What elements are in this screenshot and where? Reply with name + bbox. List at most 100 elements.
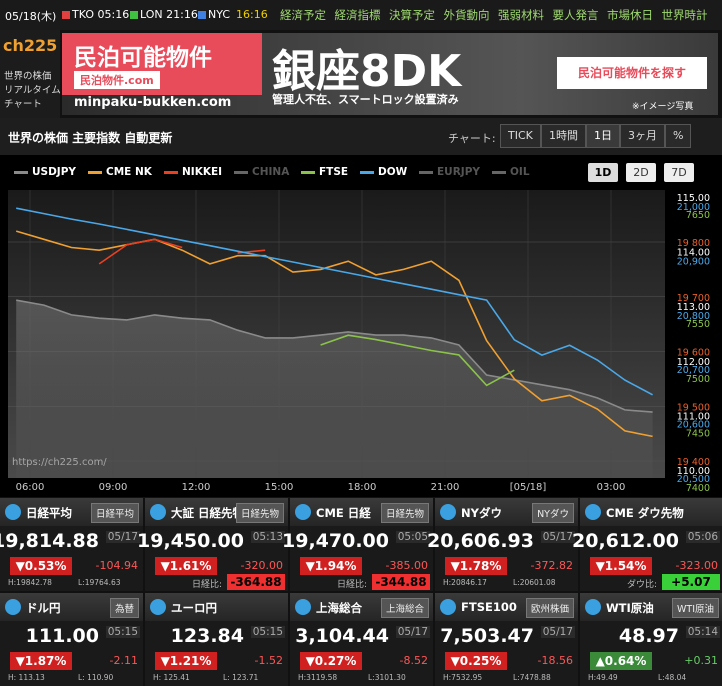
range-button[interactable]: 1日 <box>586 124 620 148</box>
tile-name: 大証 日経先物 <box>171 506 245 520</box>
menu-link[interactable]: 外貨動向 <box>443 8 490 22</box>
change: -104.94 <box>95 559 138 572</box>
legend-swatch <box>301 171 315 174</box>
tile-value: 20,612.00 <box>572 530 679 552</box>
chart-title: 世界の株価 主要指数 自動更新 <box>8 131 173 145</box>
change-pct: ▼1.54% <box>590 557 652 575</box>
ad-banner[interactable]: 民泊可能物件 民泊物件.com 銀座8DK 管理人不在、スマートロック設置済み minp… <box>62 33 718 115</box>
tile-name: CME 日経 <box>316 506 371 520</box>
tile-button[interactable]: 欧州株価 <box>525 598 574 618</box>
twitter-icon[interactable] <box>295 599 311 615</box>
tile-button[interactable]: 上海総合 <box>380 598 429 618</box>
tile-value: 19,814.88 <box>0 530 99 552</box>
low: L: 110.90 <box>78 673 114 682</box>
menu-link[interactable]: 決算予定 <box>389 8 435 22</box>
legend-swatch <box>164 171 178 174</box>
y-tick-label: 20,900 <box>677 256 710 267</box>
y-tick-label: 19 800 <box>677 238 710 249</box>
low: L:19764.63 <box>78 578 121 587</box>
menu-link[interactable]: 経済指標 <box>334 8 381 22</box>
tile-name: NYダウ <box>461 506 502 520</box>
quote-tile: NYダウ NYダウ 20,606.93 05/17 ▼1.78% -372.82 H:208… <box>427 498 578 591</box>
tile-time: 05:13 <box>250 531 285 543</box>
quote-tiles: 日経平均 日経平均 19,814.88 05/17 ▼0.53% -104.94 H:198… <box>0 497 722 686</box>
y-tick-label: 20,500 <box>677 474 710 485</box>
ad-button[interactable]: 民泊可能物件を探す <box>557 57 707 89</box>
tile-value: 19,450.00 <box>137 530 244 552</box>
legend-label[interactable]: CME NK <box>106 166 152 178</box>
y-tick-label: 19 500 <box>677 402 710 413</box>
x-tick-label: 12:00 <box>182 482 211 493</box>
change: -8.52 <box>399 654 428 667</box>
twitter-icon[interactable] <box>295 504 311 520</box>
legend-swatch <box>234 171 248 174</box>
logo[interactable]: ch225 世界の株価 リアルタイム チャート <box>0 30 61 118</box>
low: L:48.04 <box>658 673 687 682</box>
change-pct: ▼1.94% <box>300 557 362 575</box>
legend-label[interactable]: NIKKEI <box>182 166 223 178</box>
tile-button[interactable]: 為替 <box>109 598 139 618</box>
twitter-icon[interactable] <box>585 599 601 615</box>
y-tick-label: 7450 <box>686 428 710 439</box>
tile-button[interactable]: WTI原油 <box>672 598 719 618</box>
twitter-icon[interactable] <box>440 504 456 520</box>
range-button[interactable]: 1時間 <box>541 124 586 148</box>
clock-marker <box>198 11 206 19</box>
menu-link[interactable]: 世界時計 <box>661 8 708 22</box>
ad-sub: 管理人不在、スマートロック設置済み <box>272 93 459 106</box>
menu-link[interactable]: 要人発言 <box>552 8 599 22</box>
logo-tagline: 世界の株価 <box>4 71 52 82</box>
legend-label[interactable]: EURJPY <box>437 166 480 178</box>
ratio: -364.88 <box>227 574 285 590</box>
tile-button[interactable]: 日経平均 <box>90 503 139 523</box>
ad-big: 銀座8DK <box>272 46 462 97</box>
twitter-icon[interactable] <box>5 504 21 520</box>
tile-time: 05:15 <box>105 626 140 638</box>
tile-name: CME ダウ先物 <box>606 506 684 520</box>
twitter-icon[interactable] <box>150 504 166 520</box>
twitter-icon[interactable] <box>440 599 456 615</box>
y-tick-label: 111.00 <box>677 411 710 422</box>
menu-link[interactable]: 强弱材料 <box>498 8 544 22</box>
legend-label[interactable]: USDJPY <box>32 166 77 178</box>
high: H:20846.17 <box>443 578 487 587</box>
legend-label[interactable]: CHINA <box>252 166 290 178</box>
ad-badge: 民泊物件.com <box>74 71 160 89</box>
range-button[interactable]: TICK <box>500 124 541 148</box>
change-pct: ▼1.61% <box>155 557 217 575</box>
menu-link[interactable]: 市場休日 <box>607 8 653 22</box>
twitter-icon[interactable] <box>585 504 601 520</box>
high: H:49.49 <box>588 673 618 682</box>
high: H:7532.95 <box>443 673 483 682</box>
ratio: -344.88 <box>372 574 430 590</box>
clock-time: 16:16 <box>236 8 268 21</box>
ratio-label: 日経比: <box>191 580 222 590</box>
clock: NYC <box>208 8 231 21</box>
tile-button[interactable]: NYダウ <box>532 503 574 523</box>
twitter-icon[interactable] <box>150 599 166 615</box>
tile-time: 05/17 <box>540 626 575 638</box>
y-tick-label: 19 400 <box>677 457 710 468</box>
y-tick-label: 20,800 <box>677 311 710 322</box>
tile-button[interactable]: 日経先物 <box>235 503 284 523</box>
period-button[interactable]: 1D <box>588 163 618 182</box>
y-tick-label: 19 600 <box>677 348 710 359</box>
legend-swatch <box>360 171 374 174</box>
twitter-icon[interactable] <box>5 599 21 615</box>
quote-tile: WTI原油 WTI原油 48.97 05:14 ▲0.64% +0.31 H:49.49 L:… <box>580 593 722 686</box>
ratio-label: ダウ比: <box>626 580 657 590</box>
period-button[interactable]: 7D <box>664 163 694 182</box>
legend-label[interactable]: OIL <box>510 166 530 178</box>
legend-label[interactable]: FTSE <box>319 166 349 178</box>
tile-time: 05/17 <box>540 531 575 543</box>
series-line <box>16 207 653 396</box>
range-button[interactable]: 3ヶ月 <box>620 124 665 148</box>
legend-label[interactable]: DOW <box>378 166 408 178</box>
ad-headline: 民泊可能物件 <box>74 45 212 71</box>
tile-button[interactable]: 日経先物 <box>380 503 429 523</box>
menu-link[interactable]: 経済予定 <box>280 8 326 22</box>
quote-tile: 日経平均 日経平均 19,814.88 05/17 ▼0.53% -104.94 H:198… <box>0 498 143 591</box>
period-button[interactable]: 2D <box>626 163 656 182</box>
x-tick-label: 21:00 <box>431 482 460 493</box>
range-button[interactable]: % <box>665 124 692 148</box>
